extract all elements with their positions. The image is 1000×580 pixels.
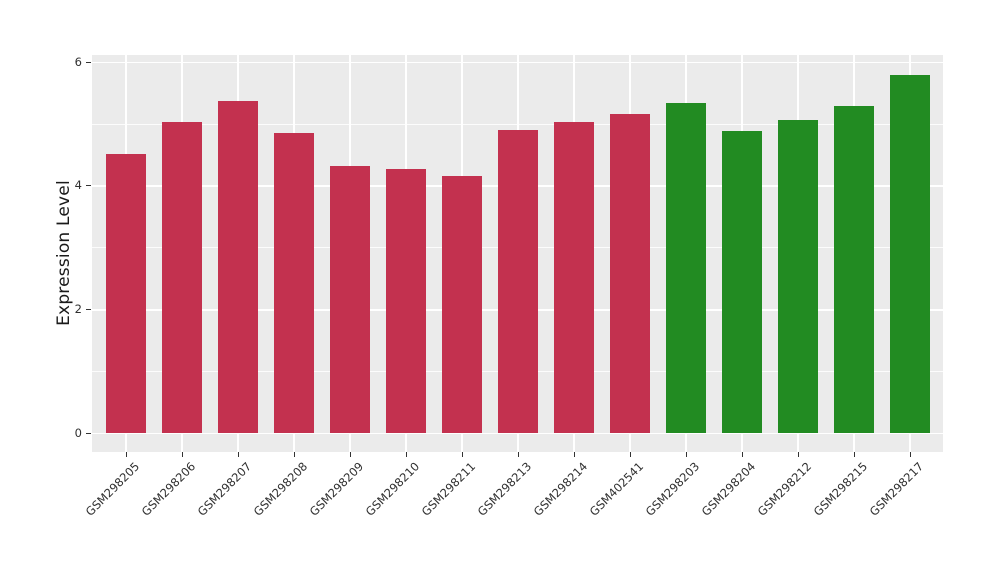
x-tick-mark-GSM298211 [462,452,463,457]
x-tick-label-GSM298203: GSM298203 [642,459,703,519]
x-tick-label-GSM298209: GSM298209 [306,459,367,519]
bar-GSM298210 [386,169,426,433]
x-tick-label-GSM402541: GSM402541 [586,459,647,519]
bar-GSM298215 [834,106,874,433]
x-tick-label-GSM298211: GSM298211 [418,459,479,519]
x-tick-label-GSM298217: GSM298217 [866,459,927,519]
x-tick-label-GSM298205: GSM298205 [82,459,143,519]
bar-GSM298206 [162,122,202,433]
y-tick-mark-2 [86,309,91,311]
y-tick-label-6: 6 [74,54,82,69]
x-tick-mark-GSM298213 [518,452,519,457]
bar-GSM298209 [330,166,370,433]
bar-GSM298213 [498,130,538,433]
x-tick-mark-GSM298214 [574,452,575,457]
bar-GSM298203 [666,103,706,433]
x-tick-label-GSM298215: GSM298215 [810,459,871,519]
x-tick-mark-GSM298215 [854,452,855,457]
y-tick-mark-4 [86,185,91,187]
x-tick-mark-GSM298212 [798,452,799,457]
x-tick-mark-GSM298208 [294,452,295,457]
y-tick-label-0: 0 [74,426,82,440]
x-tick-mark-GSM298203 [686,452,687,457]
x-tick-mark-GSM298207 [238,452,239,457]
x-tick-label-GSM298204: GSM298204 [698,459,759,519]
bar-GSM298217 [890,75,930,433]
x-tick-mark-GSM298210 [406,452,407,457]
y-tick-mark-0 [86,433,91,434]
x-tick-mark-GSM298204 [742,452,743,457]
y-tick-label-2: 2 [74,302,82,317]
y-tick-mark-6 [86,61,91,63]
x-tick-label-GSM298210: GSM298210 [362,459,423,519]
bar-GSM402541 [610,114,650,433]
x-tick-mark-GSM298209 [350,452,351,457]
bar-GSM298212 [778,119,818,433]
x-tick-mark-GSM298217 [910,452,911,457]
plot-panel [92,55,943,452]
x-tick-label-GSM298212: GSM298212 [754,459,815,519]
bar-GSM298207 [218,101,258,433]
bar-GSM298211 [442,176,482,433]
x-tick-label-GSM298214: GSM298214 [530,459,591,519]
bar-GSM298204 [722,130,762,433]
x-tick-label-GSM298207: GSM298207 [194,459,255,519]
x-tick-mark-GSM298206 [182,452,183,457]
bar-GSM298205 [106,154,146,433]
x-tick-label-GSM298206: GSM298206 [138,459,199,519]
x-tick-label-GSM298208: GSM298208 [250,459,311,519]
x-tick-mark-GSM298205 [126,452,127,457]
y-tick-label-4: 4 [74,178,82,193]
bar-GSM298208 [274,132,314,433]
x-tick-label-GSM298213: GSM298213 [474,459,535,519]
bar-GSM298214 [554,121,594,433]
x-tick-mark-GSM402541 [630,452,631,457]
